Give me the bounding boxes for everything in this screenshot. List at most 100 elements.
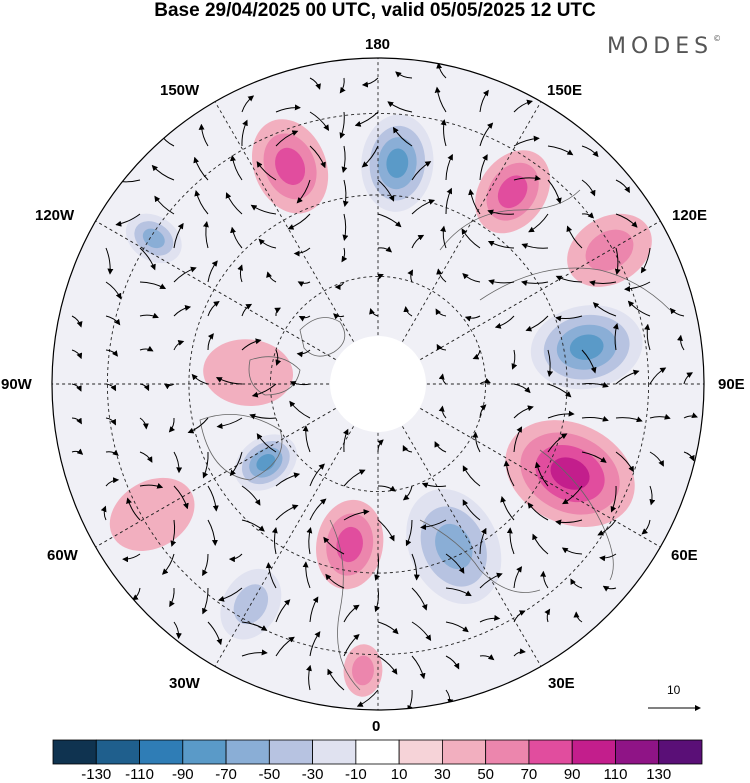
wind-arrow	[271, 527, 278, 555]
map-border	[51, 57, 705, 711]
colorbar-segment	[528, 739, 573, 765]
map-title: Base 29/04/2025 00 UTC, valid 05/05/2025…	[154, 0, 596, 21]
wind-arrow	[302, 425, 311, 453]
wind-arrow	[207, 301, 220, 317]
wind-arrow	[614, 247, 621, 275]
wind-arrow	[488, 279, 515, 285]
wind-arrow	[527, 502, 549, 521]
graticule	[52, 58, 704, 710]
wind-arrow	[173, 266, 197, 283]
wind-arrow	[445, 553, 465, 574]
wind-arrow	[513, 405, 534, 419]
wind-arrow	[573, 611, 583, 623]
wind-arrow	[438, 405, 447, 419]
wind-arrow	[342, 213, 349, 241]
wind-arrow	[191, 373, 209, 385]
wind-arrow	[306, 527, 313, 555]
colorbar-segment	[268, 739, 314, 765]
wind-arrow	[361, 145, 379, 168]
wind-arrow	[610, 485, 617, 513]
wind-arrow	[547, 179, 562, 204]
wind-arrow	[202, 587, 209, 615]
wind-arrow	[275, 472, 301, 487]
wind-arrow	[513, 648, 526, 657]
wind-arrow	[599, 553, 617, 562]
wind-arrow	[528, 213, 549, 233]
wind-arrow	[249, 413, 277, 420]
wind-arrow	[343, 634, 360, 657]
wind-arrow	[581, 179, 596, 197]
wind-arrow	[343, 428, 349, 453]
colorbar-segment	[52, 739, 97, 765]
wind-arrow	[309, 596, 319, 623]
lon-label-60w: 60W	[47, 547, 78, 564]
wind-arrow	[513, 383, 531, 394]
wind-arrow	[309, 77, 321, 90]
wind-arrow	[566, 225, 583, 249]
wind-arrow	[462, 273, 481, 283]
colorbar-tick-label: 50	[477, 766, 494, 783]
wind-arrow	[581, 415, 609, 422]
wind-arrow	[105, 349, 119, 357]
wind-arrow	[256, 161, 277, 181]
colorbar-tick-label: -70	[215, 766, 237, 783]
wind-arrow	[436, 268, 447, 283]
wind-arrow	[479, 404, 487, 419]
wind-arrow	[131, 587, 141, 601]
wind-arrow	[513, 566, 523, 589]
wind-arrow	[411, 161, 432, 181]
wind-arrow	[207, 333, 214, 351]
wind-arrow	[275, 104, 301, 113]
wind-arrow	[302, 561, 311, 589]
lon-label-90e: 90E	[718, 376, 745, 393]
wind-arrow	[241, 95, 255, 113]
wind-arrow	[168, 417, 176, 433]
wind-arrow	[641, 519, 651, 535]
colorbar-tick-label: 130	[646, 766, 672, 783]
anomaly-contour	[256, 454, 276, 472]
wind-arrow	[377, 179, 395, 202]
anomaly-contour	[352, 655, 374, 686]
anomaly-contour	[569, 334, 604, 360]
wind-arrow	[241, 519, 265, 532]
wind-arrow	[230, 226, 243, 249]
wind-arrow	[105, 477, 120, 487]
colorbar-segment	[615, 739, 660, 765]
wind-arrow	[627, 300, 651, 317]
wind-arrow	[377, 246, 393, 253]
wind-arrow	[369, 308, 379, 317]
lon-label-150w: 150W	[160, 82, 200, 99]
wind-arrow	[139, 247, 156, 271]
colorbar-tick-label: 30	[434, 766, 451, 783]
wind-arrow	[327, 668, 345, 691]
wind-arrow	[649, 451, 664, 467]
wind-arrow	[669, 307, 685, 317]
wind-arrow	[173, 222, 184, 249]
wind-arrow	[251, 383, 277, 398]
colorbar-segment	[355, 739, 400, 765]
wind-arrow	[436, 62, 447, 79]
wind-arrow	[589, 280, 617, 287]
wind-arrow	[289, 400, 311, 419]
wind-arrow	[207, 260, 218, 283]
wind-arrow	[287, 213, 311, 230]
wind-arrow	[403, 306, 413, 317]
anomaly-contour	[386, 148, 409, 178]
wind-arrow	[296, 179, 311, 204]
colorbar-segment	[398, 739, 443, 765]
colorbar-tick-label: 70	[520, 766, 538, 783]
colorbar-tick-label: -110	[125, 766, 154, 783]
wind-arrow	[250, 204, 277, 215]
wind-arrow	[296, 349, 311, 358]
wind-arrow	[547, 145, 574, 156]
wind-arrow	[464, 315, 481, 322]
colorbar-tick-label: 110	[603, 766, 628, 783]
colorbar-tick-label: 90	[563, 766, 581, 783]
meridian-line	[420, 408, 661, 548]
wind-arrow	[500, 496, 515, 521]
wind-arrow	[275, 504, 299, 521]
wind-arrow	[289, 381, 311, 387]
wind-arrow	[597, 519, 617, 536]
wind-arrow	[411, 621, 432, 642]
wind-arrow	[581, 212, 594, 219]
